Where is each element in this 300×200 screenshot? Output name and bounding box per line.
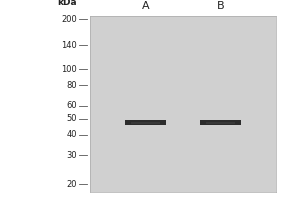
- Text: 140: 140: [61, 41, 77, 50]
- Text: 80: 80: [66, 81, 77, 90]
- Text: 30: 30: [66, 151, 77, 160]
- Bar: [131, 122, 160, 124]
- Text: 200: 200: [61, 15, 77, 24]
- Bar: [125, 120, 166, 125]
- Text: 50: 50: [67, 114, 77, 123]
- Text: 40: 40: [67, 130, 77, 139]
- Text: 60: 60: [66, 101, 77, 110]
- Text: kDa: kDa: [57, 0, 77, 7]
- Text: B: B: [216, 1, 224, 11]
- Text: 20: 20: [67, 180, 77, 189]
- Text: A: A: [142, 1, 150, 11]
- Bar: [206, 122, 235, 124]
- Bar: [200, 120, 241, 125]
- Text: 100: 100: [61, 65, 77, 74]
